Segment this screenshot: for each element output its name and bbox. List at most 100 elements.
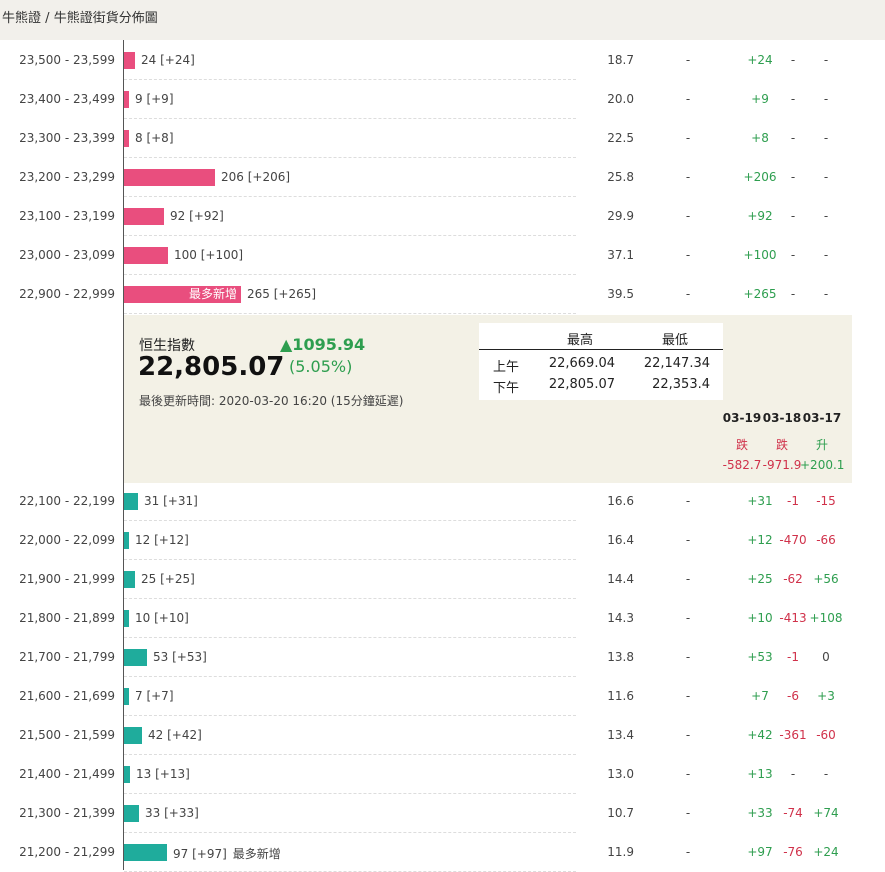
- index-name: 恒生指數: [139, 338, 195, 354]
- row-divider: [124, 754, 576, 755]
- bull-row[interactable]: 23,000 - 23,099 100 [+100] 37.1- +100- -: [0, 236, 885, 275]
- bear-row[interactable]: 21,300 - 21,399 33 [+33] 10.7 - +33 -74 +74: [0, 794, 885, 833]
- column-value: -: [685, 92, 691, 106]
- price-range: 23,000 - 23,099: [19, 248, 115, 262]
- count-bar[interactable]: [124, 649, 147, 666]
- morning-low: 22,147.34: [643, 356, 710, 371]
- bear-row[interactable]: 21,700 - 21,799 53 [+53] 13.8 - +53 -1 0: [0, 638, 885, 677]
- price-range: 22,900 - 22,999: [19, 287, 115, 301]
- price-range: 23,500 - 23,599: [19, 53, 115, 67]
- count-text: 8 [+8]: [135, 131, 174, 145]
- count-label: 97 [+97] 最多新增: [173, 845, 281, 862]
- bear-row[interactable]: 22,000 - 22,099 12 [+12] 16.4 - +12 -470 -66: [0, 521, 885, 560]
- bear-row[interactable]: 21,500 - 21,599 42 [+42] 13.4 - +42 -361 -60: [0, 716, 885, 755]
- count-bar[interactable]: [124, 571, 135, 588]
- count-bar[interactable]: [124, 130, 129, 147]
- column-value: -: [685, 689, 691, 703]
- bear-row[interactable]: 21,200 - 21,299 97 [+97] 最多新增 11.9 - +97 -76 +2…: [0, 833, 885, 872]
- bull-row[interactable]: 22,900 - 22,999 最多新增 265 [+265] 39.5- +265- -: [0, 275, 885, 314]
- ratio-value: 13.8: [607, 650, 634, 664]
- count-bar[interactable]: [124, 208, 164, 225]
- count-label: 100 [+100]: [174, 248, 243, 262]
- change-day-3: -: [823, 92, 829, 106]
- count-label: 42 [+42]: [148, 728, 202, 742]
- change-day-3: -: [823, 248, 829, 262]
- day-change-2: -971.9: [762, 458, 802, 472]
- change-day-3: +56: [813, 572, 839, 586]
- change-day-2: -413: [779, 611, 807, 625]
- row-divider: [124, 196, 576, 197]
- price-range: 21,500 - 21,599: [19, 728, 115, 742]
- day-header-1: 03-19: [722, 411, 762, 425]
- count-bar[interactable]: [124, 610, 129, 627]
- bull-row[interactable]: 23,500 - 23,599 24 [+24] 18.7 - +24 - -: [0, 41, 885, 80]
- row-divider: [124, 274, 576, 275]
- column-value: -: [685, 806, 691, 820]
- row-divider: [124, 313, 576, 314]
- count-bar[interactable]: [124, 766, 130, 783]
- count-bar[interactable]: [124, 52, 135, 69]
- breadcrumb: 牛熊證 / 牛熊證街貨分佈圖: [0, 0, 885, 40]
- bull-row[interactable]: 23,300 - 23,399 8 [+8] 22.5 - +8 - -: [0, 119, 885, 158]
- column-value: -: [685, 170, 691, 184]
- afternoon-low: 22,353.4: [652, 377, 710, 392]
- count-bar[interactable]: [124, 169, 215, 186]
- change-day-3: -: [823, 287, 829, 301]
- column-value: -: [685, 131, 691, 145]
- count-text: 33 [+33]: [145, 806, 199, 820]
- most-new-tag: 最多新增: [188, 287, 237, 301]
- change-day-1: +53: [747, 650, 773, 664]
- price-range: 23,300 - 23,399: [19, 131, 115, 145]
- bull-row[interactable]: 23,100 - 23,199 92 [+92] 29.9 - +92 - -: [0, 197, 885, 236]
- day-direction-1: 跌: [735, 438, 748, 452]
- count-bar[interactable]: [124, 727, 142, 744]
- change-day-2: -: [790, 92, 796, 106]
- bear-row[interactable]: 21,800 - 21,899 10 [+10] 14.3 - +10 -413 +108: [0, 599, 885, 638]
- price-range: 21,600 - 21,699: [19, 689, 115, 703]
- row-divider: [124, 157, 576, 158]
- count-bar[interactable]: [124, 532, 129, 549]
- count-bar[interactable]: [124, 91, 129, 108]
- column-value: -: [685, 845, 691, 859]
- change-day-3: +3: [817, 689, 835, 703]
- column-value: -: [685, 494, 691, 508]
- count-bar[interactable]: 最多新增: [124, 286, 241, 303]
- bear-row[interactable]: 21,600 - 21,699 7 [+7] 11.6 - +7 -6 +3: [0, 677, 885, 716]
- change-day-3: +74: [813, 806, 839, 820]
- index-change-percent: (5.05%): [289, 357, 353, 376]
- count-label: 206 [+206]: [221, 170, 290, 184]
- breadcrumb-root-link[interactable]: 牛熊證: [2, 11, 42, 26]
- column-value: -: [685, 533, 691, 547]
- price-range: 21,700 - 21,799: [19, 650, 115, 664]
- day-header-2: 03-18: [762, 411, 802, 425]
- afternoon-high: 22,805.07: [548, 377, 615, 392]
- bear-row[interactable]: 21,900 - 21,999 25 [+25] 14.4 - +25 -62 +56: [0, 560, 885, 599]
- row-divider: [124, 79, 576, 80]
- price-range: 23,400 - 23,499: [19, 92, 115, 106]
- bull-row[interactable]: 23,400 - 23,499 9 [+9] 20.0 - +9 - -: [0, 80, 885, 119]
- bear-row[interactable]: 21,400 - 21,499 13 [+13] 13.0 - +13 - -: [0, 755, 885, 794]
- count-label: 12 [+12]: [135, 533, 189, 547]
- change-day-1: +13: [747, 767, 773, 781]
- row-divider: [124, 637, 576, 638]
- count-bar[interactable]: [124, 688, 129, 705]
- price-range: 21,900 - 21,999: [19, 572, 115, 586]
- column-value: -: [685, 287, 691, 301]
- ratio-value: 13.4: [607, 728, 634, 742]
- change-day-2: -1: [787, 494, 799, 508]
- count-bar[interactable]: [124, 844, 167, 861]
- count-bar[interactable]: [124, 493, 138, 510]
- change-day-1: +97: [747, 845, 773, 859]
- change-day-1: +265: [743, 287, 777, 301]
- bull-row[interactable]: 23,200 - 23,299 206 [+206] 25.8- +206- -: [0, 158, 885, 197]
- bear-row[interactable]: 22,100 - 22,199 31 [+31] 16.6 - +31 -1 -15: [0, 482, 885, 521]
- change-day-2: -1: [787, 650, 799, 664]
- index-change: ▲1095.94: [280, 335, 366, 354]
- count-text: 265 [+265]: [247, 287, 317, 301]
- count-label: 7 [+7]: [135, 689, 174, 703]
- count-label: 33 [+33]: [145, 806, 199, 820]
- count-bar[interactable]: [124, 805, 139, 822]
- count-bar[interactable]: [124, 247, 168, 264]
- change-day-2: -62: [783, 572, 803, 586]
- change-day-2: -: [790, 209, 796, 223]
